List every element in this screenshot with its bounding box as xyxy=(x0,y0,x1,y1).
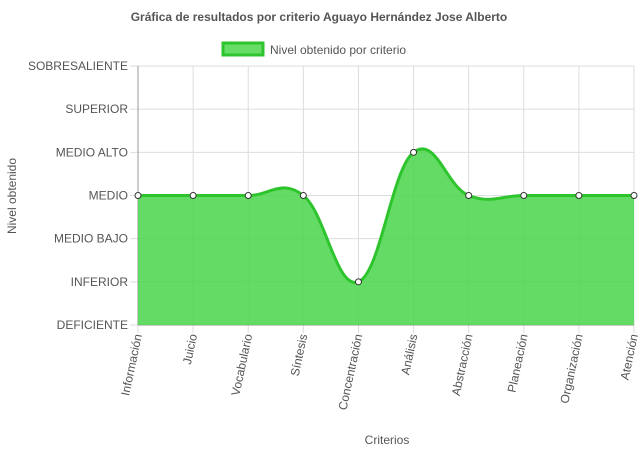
x-tick-label: Vocabulario xyxy=(228,332,255,397)
series-line xyxy=(138,147,634,284)
chart-title: Gráfica de resultados por criterio Aguay… xyxy=(131,10,508,24)
data-point-6[interactable] xyxy=(465,192,473,199)
data-point-7[interactable] xyxy=(520,192,528,199)
y-tick-label: INFERIOR xyxy=(71,275,129,289)
x-tick-label: Información xyxy=(118,333,145,397)
y-tick-label: MEDIO BAJO xyxy=(54,232,128,246)
x-tick-label: Abstracción xyxy=(449,333,476,397)
data-point-3[interactable] xyxy=(299,192,307,199)
y-tick-label: SUPERIOR xyxy=(65,102,128,116)
y-axis-title: Nivel obtenido xyxy=(5,158,19,234)
y-tick-label: MEDIO ALTO xyxy=(56,145,128,159)
x-tick-label: Atención xyxy=(618,333,639,382)
data-point-8[interactable] xyxy=(575,192,583,199)
legend[interactable]: Nivel obtenido por criterio xyxy=(221,41,406,57)
data-point-5[interactable] xyxy=(410,148,418,156)
legend-swatch xyxy=(221,41,265,57)
x-tick-label: Síntesis xyxy=(288,333,311,378)
data-point-4[interactable] xyxy=(354,278,362,286)
data-points xyxy=(134,148,638,286)
data-point-2[interactable] xyxy=(244,192,252,199)
x-axis-title: Criterios xyxy=(365,433,410,447)
legend-label: Nivel obtenido por criterio xyxy=(270,43,406,57)
y-tick-label: SOBRESALIENTE xyxy=(28,59,128,73)
data-point-1[interactable] xyxy=(189,192,197,199)
x-axis-ticks: Información Juicio Vocabulario Síntesis Conc… xyxy=(118,332,639,411)
series-fill xyxy=(138,148,634,325)
x-tick-label: Análisis xyxy=(398,333,420,376)
y-tick-label: DEFICIENTE xyxy=(57,318,128,332)
x-tick-label: Organización xyxy=(557,333,585,405)
x-tick-label: Concentración xyxy=(336,333,366,412)
y-axis-ticks: DEFICIENTE INFERIOR MEDIO BAJO MEDIO MEDIO A… xyxy=(28,59,128,332)
data-point-0[interactable] xyxy=(134,192,142,199)
series-area xyxy=(138,147,634,325)
data-point-9[interactable] xyxy=(630,192,638,199)
y-tick-label: MEDIO xyxy=(89,189,128,203)
x-tick-label: Juicio xyxy=(180,332,200,365)
x-tick-label: Planeación xyxy=(505,333,531,394)
